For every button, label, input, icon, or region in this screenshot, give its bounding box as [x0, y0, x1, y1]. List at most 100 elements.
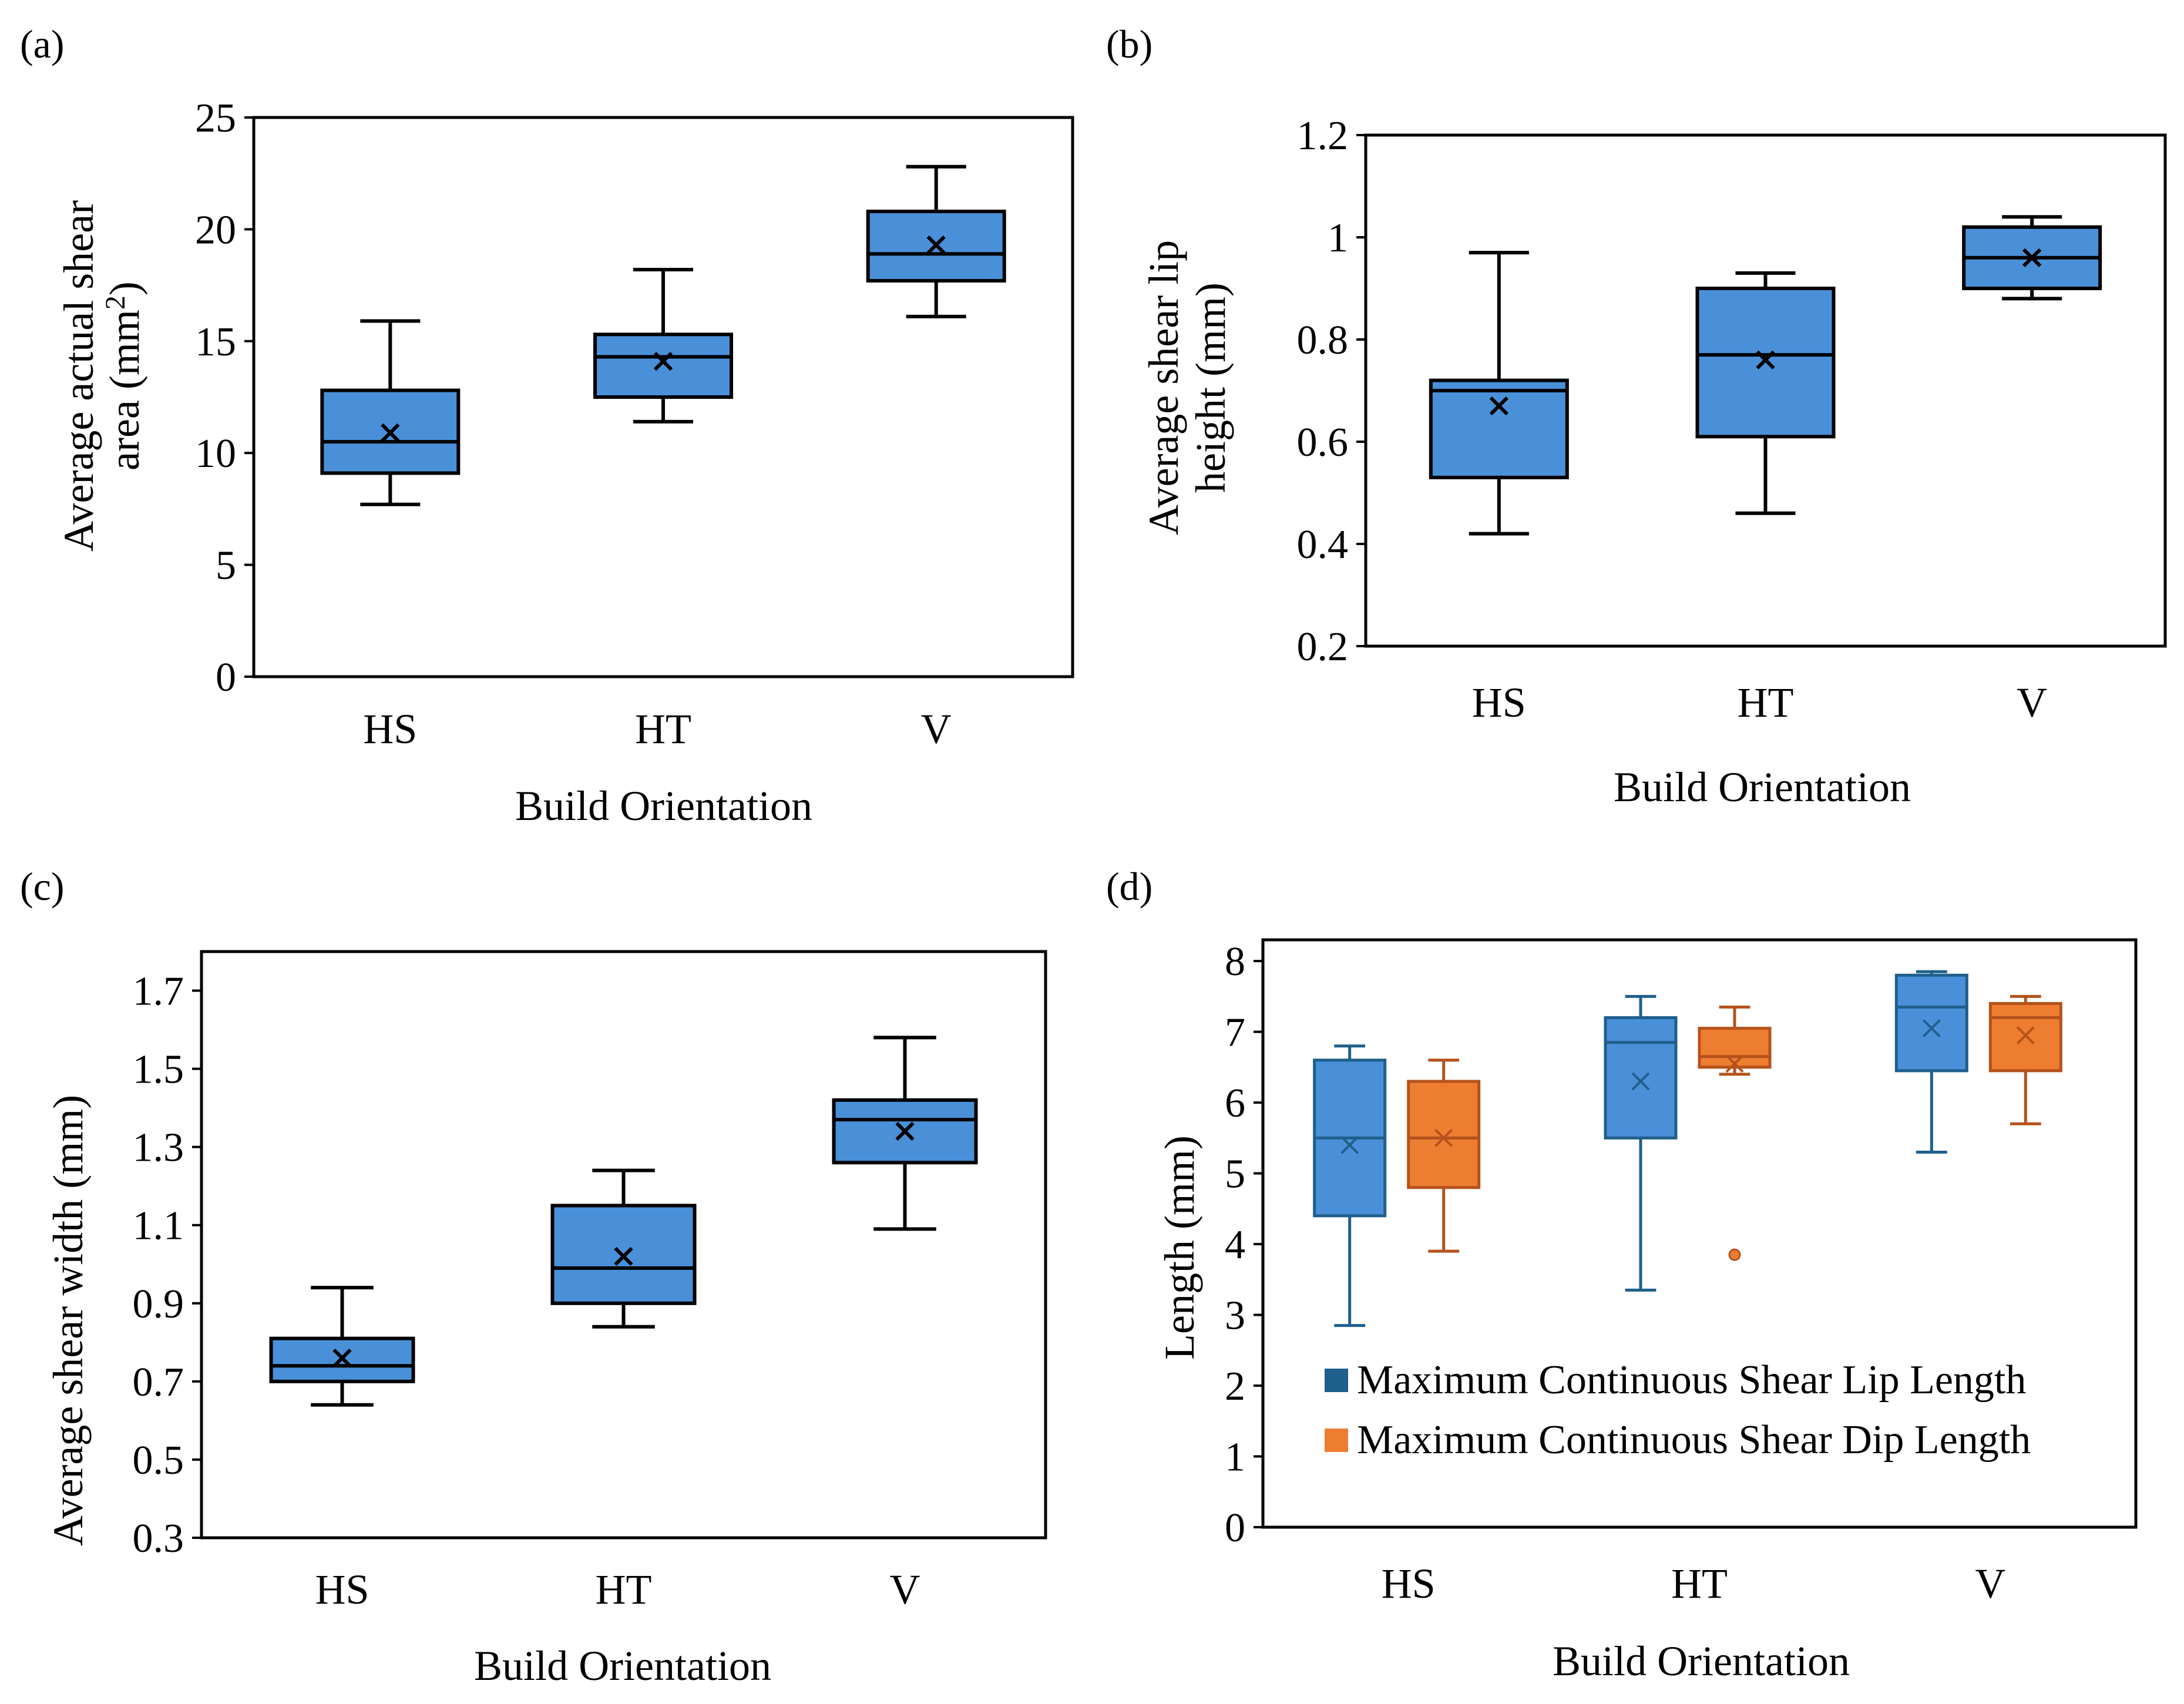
mean-marker-stroke: [1725, 1054, 1744, 1073]
panel-d-label: (d): [1106, 864, 1153, 909]
plot-d: 0 1 2 3 4 5 6 7 8 HS HT V Maximum Continuous Shear L…: [1225, 938, 2138, 1607]
box-ht-series-1: [550, 1168, 697, 1329]
iqr-box: [1988, 1001, 2062, 1073]
box-hs-series-1: [1429, 251, 1569, 536]
x-category-label: V: [921, 705, 952, 752]
plot-b: 0.2 0.4 0.6 0.8 1 1.2 HS HT V: [1297, 113, 2167, 726]
x-category-label: HT: [596, 1566, 652, 1613]
y-tick-label: 3: [1225, 1293, 1245, 1339]
box-v-series-1: [1962, 215, 2102, 301]
panel-b-xlabel: Build Orientation: [1614, 764, 1911, 811]
x-category-label: HS: [1382, 1560, 1436, 1607]
panel-a-ylabel-line1: Average actual shear: [55, 200, 102, 552]
y-tick-label: 5: [1225, 1152, 1245, 1197]
box-hs-series-1: [269, 1286, 415, 1407]
y-tick-label: 1: [1328, 216, 1348, 261]
y-tick-label: 1.5: [133, 1047, 184, 1093]
legend-item-2: Maximum Continuous Shear Dip Length: [1325, 1417, 2031, 1463]
x-category-label: HT: [1671, 1560, 1728, 1607]
panel-a-ylabel-line2: area (mm2): [100, 281, 148, 470]
mean-marker: [614, 1246, 633, 1266]
box-ht-series-1: [593, 267, 733, 424]
panel-d-ylabel: Length (mm): [1156, 1135, 1203, 1360]
y-tick-label: 8: [1225, 939, 1245, 984]
mean-marker-stroke: [653, 351, 673, 371]
mean-marker: [332, 1348, 352, 1368]
box-hs-series-1: [1313, 1044, 1387, 1327]
box-hs-series-2: [1407, 1058, 1481, 1253]
y-tick-label: 0.8: [1297, 318, 1349, 363]
mean-marker-stroke: [614, 1246, 633, 1266]
legend-item-1: Maximum Continuous Shear Lip Length: [1325, 1357, 2026, 1403]
x-category-label: HS: [315, 1566, 369, 1613]
y-tick-label: 0.7: [133, 1360, 184, 1405]
panel-d-xlabel: Build Orientation: [1553, 1638, 1850, 1685]
y-tick-label: 7: [1225, 1010, 1245, 1056]
panel-a-xlabel: Build Orientation: [515, 782, 812, 829]
y-tick-label: 2: [1225, 1364, 1245, 1409]
box-v-series-1: [866, 164, 1006, 318]
x-category-label: HT: [1738, 679, 1794, 726]
legend-label: Maximum Continuous Shear Dip Length: [1357, 1417, 2031, 1463]
mean-marker-stroke: [332, 1348, 352, 1368]
y-tick-label: 15: [195, 320, 236, 365]
box-v-series-1: [1894, 970, 1968, 1154]
mean-marker: [1756, 350, 1775, 369]
iqr-box: [593, 332, 733, 399]
mean-marker-stroke: [1489, 396, 1508, 416]
y-tick-label: 0: [1225, 1505, 1245, 1551]
x-category-label: V: [890, 1566, 920, 1613]
mean-marker: [2016, 1026, 2035, 1045]
y-tick-label: 0: [216, 655, 236, 700]
mean-marker: [1631, 1072, 1650, 1091]
mean-marker: [381, 423, 400, 443]
panel-b: (b) 0.2 0.4 0.6 0.8 1 1.2 HS HT V Average shear …: [1106, 22, 2167, 811]
iqr-box: [1695, 287, 1836, 439]
legend-swatch: [1325, 1429, 1348, 1452]
panel-b-ylabel-line1: Average shear lip: [1140, 240, 1187, 535]
outlier-point: [1728, 1248, 1741, 1261]
panel-b-ylabel-line2: height (mm): [1187, 283, 1234, 493]
y-tick-label: 0.9: [133, 1282, 184, 1327]
y-tick-label: 5: [216, 543, 236, 589]
box-hs-series-1: [320, 319, 461, 506]
mean-marker-stroke: [1631, 1072, 1650, 1091]
panel-a-label: (a): [20, 22, 64, 66]
x-category-label: V: [1975, 1560, 2005, 1607]
legend: Maximum Continuous Shear Lip Length Maxim…: [1325, 1357, 2031, 1463]
mean-marker-stroke: [895, 1121, 915, 1141]
y-tick-label: 1.2: [1297, 113, 1349, 159]
y-tick-label: 6: [1225, 1081, 1245, 1126]
box-ht-series-1: [1695, 271, 1836, 515]
panel-d: (d) 0 1 2 3 4 5 6 7 8 HS HT V Maximum Continuous She…: [1106, 864, 2138, 1685]
iqr-box: [1698, 1027, 1772, 1069]
x-category-label: HS: [363, 705, 417, 752]
mean-marker: [1340, 1135, 1359, 1154]
y-tick-label: 10: [195, 431, 236, 476]
y-tick-label: 4: [1225, 1222, 1245, 1268]
y-tick-label: 0.5: [133, 1438, 184, 1483]
mean-marker-stroke: [1340, 1135, 1359, 1154]
y-tick-label: 0.4: [1297, 522, 1349, 567]
panel-a: (a) 0 5 10 15 20 25 HS HT V Average actual shear…: [20, 22, 1074, 829]
plot-a: 0 5 10 15 20 25 HS HT V: [195, 96, 1074, 752]
y-tick-label: 1.3: [133, 1125, 184, 1171]
box-v-series-1: [832, 1036, 978, 1231]
mean-marker: [653, 351, 673, 371]
mean-marker: [2022, 248, 2042, 267]
mean-marker-stroke: [1922, 1019, 1941, 1038]
y-tick-label: 1: [1225, 1435, 1245, 1480]
mean-marker: [1434, 1128, 1453, 1147]
mean-marker-stroke: [2022, 248, 2042, 267]
x-category-label: HS: [1472, 679, 1526, 726]
panel-c-xlabel: Build Orientation: [474, 1642, 771, 1689]
mean-marker: [1725, 1054, 1744, 1073]
y-tick-label: 25: [195, 96, 236, 141]
box-ht-series-2: [1698, 1005, 1772, 1261]
legend-swatch: [1325, 1369, 1348, 1392]
mean-marker-stroke: [1756, 350, 1775, 369]
box-v-series-2: [1988, 994, 2062, 1125]
y-tick-label: 20: [195, 207, 236, 253]
plot-frame: [200, 950, 1047, 1540]
